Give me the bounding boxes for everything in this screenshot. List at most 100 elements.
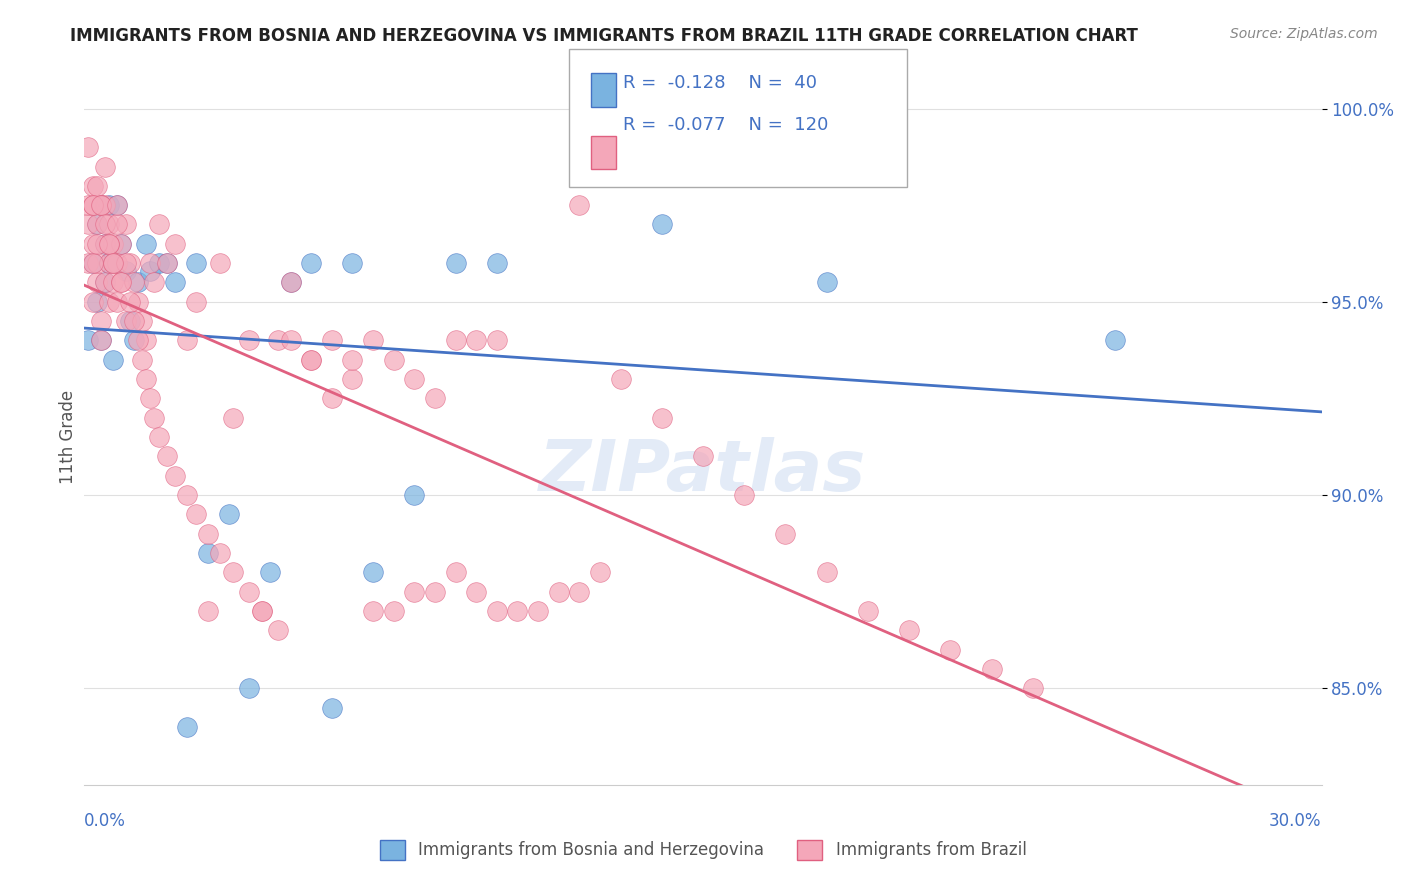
Text: IMMIGRANTS FROM BOSNIA AND HERZEGOVINA VS IMMIGRANTS FROM BRAZIL 11TH GRADE CORR: IMMIGRANTS FROM BOSNIA AND HERZEGOVINA V… bbox=[70, 27, 1139, 45]
Point bbox=[82, 294, 104, 309]
Point bbox=[127, 294, 149, 309]
Point bbox=[131, 314, 153, 328]
Point bbox=[148, 218, 170, 232]
Text: 0.0%: 0.0% bbox=[84, 812, 127, 830]
Text: R =  -0.077    N =  120: R = -0.077 N = 120 bbox=[623, 116, 828, 134]
Point bbox=[103, 256, 125, 270]
Point bbox=[444, 334, 467, 348]
Point bbox=[127, 276, 149, 290]
Point bbox=[222, 566, 245, 580]
Point bbox=[342, 256, 364, 270]
Point bbox=[98, 198, 121, 212]
Point bbox=[82, 178, 104, 193]
Point bbox=[856, 604, 879, 618]
Point bbox=[176, 720, 198, 734]
Point bbox=[98, 236, 121, 251]
Text: 30.0%: 30.0% bbox=[1270, 812, 1322, 830]
Point bbox=[98, 256, 121, 270]
Point bbox=[103, 256, 125, 270]
Point bbox=[485, 334, 508, 348]
Point bbox=[568, 584, 591, 599]
Point bbox=[105, 198, 128, 212]
Point bbox=[86, 236, 108, 251]
Point bbox=[118, 256, 141, 270]
Point bbox=[165, 468, 187, 483]
Point bbox=[139, 256, 162, 270]
Point bbox=[280, 276, 302, 290]
Point bbox=[184, 294, 207, 309]
Point bbox=[122, 314, 145, 328]
Point bbox=[423, 584, 446, 599]
Point bbox=[176, 488, 198, 502]
Point bbox=[86, 218, 108, 232]
Point bbox=[250, 604, 273, 618]
Point bbox=[86, 256, 108, 270]
Point bbox=[103, 236, 125, 251]
Point bbox=[733, 488, 755, 502]
Point bbox=[90, 198, 112, 212]
Point bbox=[135, 236, 157, 251]
Point bbox=[103, 352, 125, 367]
Point bbox=[98, 294, 121, 309]
Point bbox=[98, 236, 121, 251]
Point bbox=[82, 198, 104, 212]
Point bbox=[250, 604, 273, 618]
Point bbox=[815, 566, 838, 580]
Point bbox=[86, 276, 108, 290]
Point bbox=[197, 604, 219, 618]
Point bbox=[465, 334, 488, 348]
Point bbox=[148, 430, 170, 444]
Point bbox=[105, 256, 128, 270]
Point bbox=[465, 584, 488, 599]
Point bbox=[139, 392, 162, 406]
Point bbox=[568, 198, 591, 212]
Point bbox=[382, 604, 405, 618]
Point bbox=[1104, 334, 1126, 348]
Point bbox=[342, 352, 364, 367]
Point bbox=[1022, 681, 1045, 696]
Point bbox=[105, 294, 128, 309]
Point bbox=[122, 276, 145, 290]
Point bbox=[82, 256, 104, 270]
Point bbox=[98, 218, 121, 232]
Point bbox=[114, 264, 136, 278]
Point bbox=[259, 566, 281, 580]
Point bbox=[82, 198, 104, 212]
Point bbox=[94, 198, 117, 212]
Point bbox=[114, 218, 136, 232]
Point bbox=[404, 372, 426, 386]
Point bbox=[94, 160, 117, 174]
Point bbox=[361, 566, 384, 580]
Point bbox=[90, 198, 112, 212]
Point bbox=[197, 546, 219, 560]
Point bbox=[815, 276, 838, 290]
Point bbox=[135, 372, 157, 386]
Point bbox=[94, 276, 117, 290]
Point bbox=[423, 392, 446, 406]
Point bbox=[692, 450, 714, 464]
Point bbox=[527, 604, 550, 618]
Point bbox=[82, 256, 104, 270]
Point bbox=[90, 198, 112, 212]
Point bbox=[118, 314, 141, 328]
Point bbox=[105, 198, 128, 212]
Text: R =  -0.128    N =  40: R = -0.128 N = 40 bbox=[623, 74, 817, 92]
Point bbox=[118, 294, 141, 309]
Point bbox=[165, 236, 187, 251]
Point bbox=[238, 334, 260, 348]
Point bbox=[238, 681, 260, 696]
Point bbox=[94, 236, 117, 251]
Point bbox=[90, 314, 112, 328]
Point bbox=[86, 294, 108, 309]
Point bbox=[103, 276, 125, 290]
Point bbox=[86, 178, 108, 193]
Point bbox=[110, 276, 132, 290]
Point bbox=[156, 256, 179, 270]
Point bbox=[299, 256, 322, 270]
Point bbox=[135, 334, 157, 348]
Point bbox=[98, 256, 121, 270]
Point bbox=[444, 256, 467, 270]
Point bbox=[382, 352, 405, 367]
Point bbox=[90, 334, 112, 348]
Point bbox=[114, 314, 136, 328]
